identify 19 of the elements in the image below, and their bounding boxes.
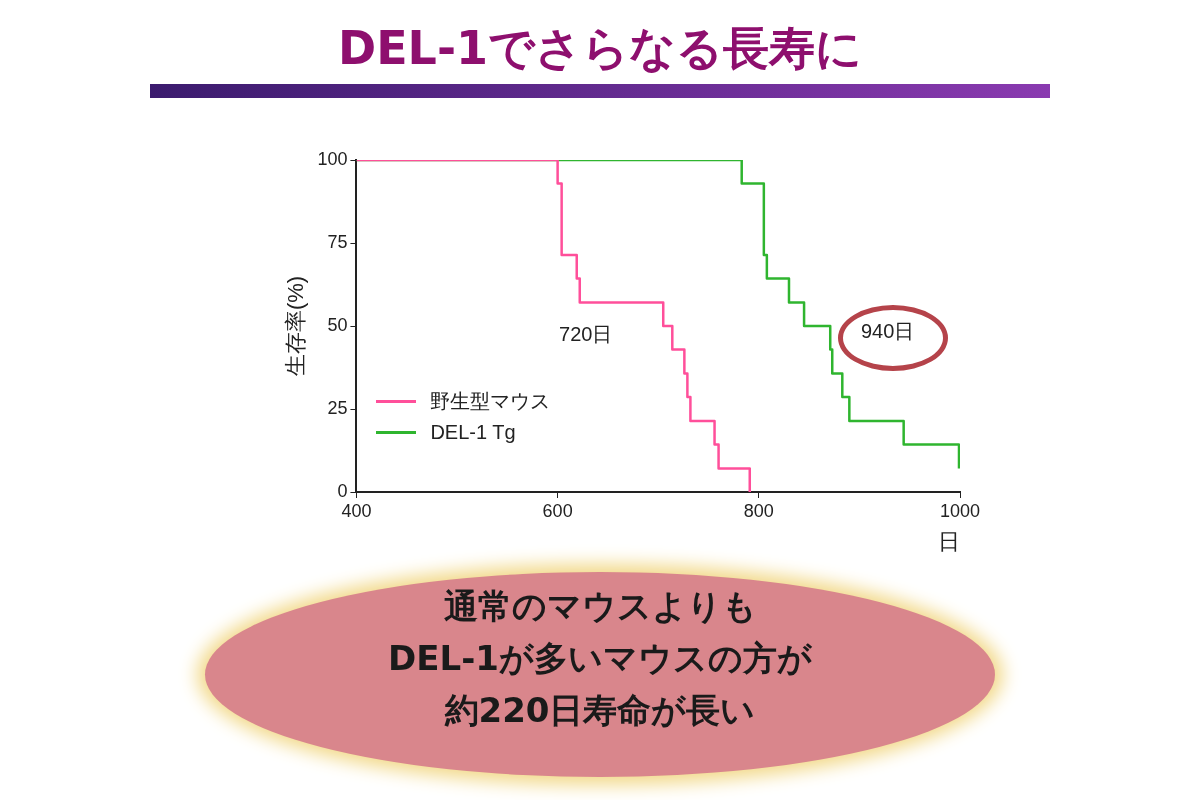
x-tick-label: 600 <box>542 500 573 521</box>
y-tick-label: 50 <box>327 314 348 335</box>
y-tick-label: 0 <box>337 480 348 501</box>
y-tick-label: 75 <box>327 231 348 252</box>
x-axis-title: 日 <box>938 528 960 554</box>
y-tick-label: 25 <box>327 397 348 418</box>
x-tick-label: 400 <box>341 500 372 521</box>
annotation: 940日 <box>860 320 915 343</box>
legend-label: DEL-1 Tg <box>430 421 516 444</box>
text: DEL-1が多いマウスの方が <box>388 638 812 678</box>
y-tick-label: 100 <box>317 148 348 169</box>
x-tick-label: 1000 <box>939 500 981 521</box>
text: 約220日寿命が長い <box>444 690 756 730</box>
chart-title: DEL-1でさらなる長寿に <box>337 20 863 77</box>
x-tick-label: 800 <box>743 500 774 521</box>
annotation: 720日 <box>559 323 613 346</box>
y-axis-title: 生存率(%) <box>283 275 309 377</box>
legend-label: 野生型マウス <box>430 389 551 414</box>
text: 通常のマウスよりも <box>443 586 757 626</box>
